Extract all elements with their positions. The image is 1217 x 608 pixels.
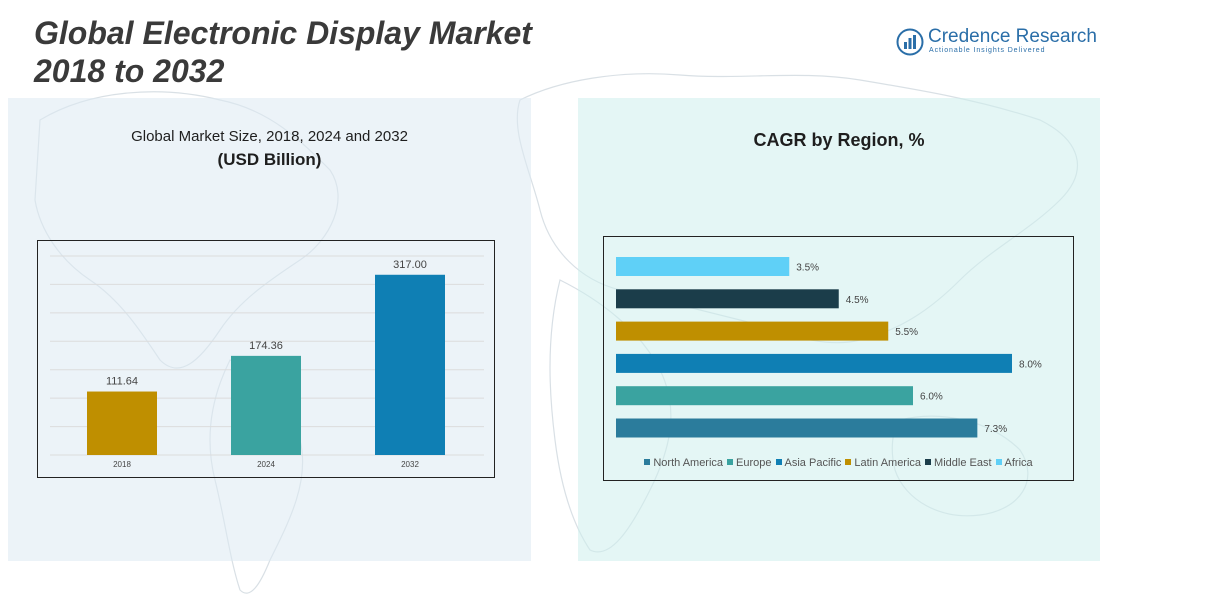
legend-swatch — [644, 459, 651, 465]
legend-label: Africa — [1004, 457, 1033, 469]
cagr-chart: 3.5% 4.5% 5.5% 8.0% 6.0% 7.3% North America Eu… — [603, 236, 1074, 481]
cagr-legend: North America Europe Asia Pacific Latin Ame… — [604, 457, 1073, 469]
market-size-unit: (USD Billion) — [217, 150, 322, 169]
legend-swatch — [995, 459, 1002, 465]
legend-swatch — [845, 459, 852, 465]
bar-value-label: 111.64 — [106, 376, 138, 388]
legend-swatch — [727, 459, 734, 465]
logo-name: Credence Research — [928, 26, 1097, 47]
bar-north-america — [616, 418, 978, 438]
bar-value-label: 4.5% — [846, 295, 869, 306]
cagr-bar-chart: 3.5% 4.5% 5.5% 8.0% 6.0% 7.3% — [616, 257, 1042, 438]
legend-label: North America — [653, 457, 724, 469]
bar-2024 — [231, 355, 301, 455]
bar-europe — [616, 386, 913, 406]
bar-2018 — [87, 391, 157, 455]
credence-research-logo: Credence Research Actionable Insights De… — [896, 26, 1097, 60]
bar-value-label: 317.00 — [393, 259, 427, 271]
bar-value-label: 6.0% — [920, 392, 943, 403]
bar-chart-logo-icon — [896, 28, 924, 56]
bar-latin-america — [616, 321, 889, 341]
legend-item: Latin America — [845, 457, 921, 469]
bar-value-label: 174.36 — [249, 340, 283, 352]
legend-item: North America — [644, 457, 723, 469]
legend-item: Middle East — [925, 457, 992, 469]
title-line-2: 2018 to 2032 — [34, 53, 225, 89]
legend-swatch — [775, 459, 782, 465]
bar-value-label: 7.3% — [984, 424, 1007, 435]
bar-2032 — [375, 274, 445, 455]
cagr-title: CAGR by Region, % — [753, 130, 925, 150]
logo-tagline: Actionable Insights Delivered — [929, 47, 1046, 54]
legend-label: Europe — [736, 457, 772, 469]
legend-label: Latin America — [854, 457, 922, 469]
bar-africa — [616, 257, 790, 276]
market-size-chart: 111.64 2018 174.36 2024 317.00 2032 — [37, 240, 495, 478]
market-size-bar-chart: 111.64 2018 174.36 2024 317.00 2032 — [50, 255, 484, 469]
legend-swatch — [925, 459, 932, 465]
page-title: Global Electronic Display Market 2018 to… — [34, 14, 532, 90]
bar-value-label: 8.0% — [1019, 359, 1042, 370]
x-tick-label: 2018 — [113, 460, 131, 469]
bar-asia-pacific — [616, 353, 1012, 373]
legend-item: Africa — [995, 457, 1033, 469]
bar-value-label: 3.5% — [796, 263, 819, 274]
legend-item: Europe — [727, 457, 772, 469]
x-tick-label: 2024 — [257, 460, 275, 469]
market-size-title: Global Market Size, 2018, 2024 and 2032 — [131, 128, 408, 145]
legend-label: Middle East — [934, 457, 992, 469]
bar-value-label: 5.5% — [895, 327, 918, 338]
legend-label: Asia Pacific — [784, 457, 842, 469]
bar-middle-east — [616, 289, 839, 309]
legend-item: Asia Pacific — [775, 457, 842, 469]
x-tick-label: 2032 — [401, 460, 419, 469]
title-line-1: Global Electronic Display Market — [34, 15, 532, 51]
